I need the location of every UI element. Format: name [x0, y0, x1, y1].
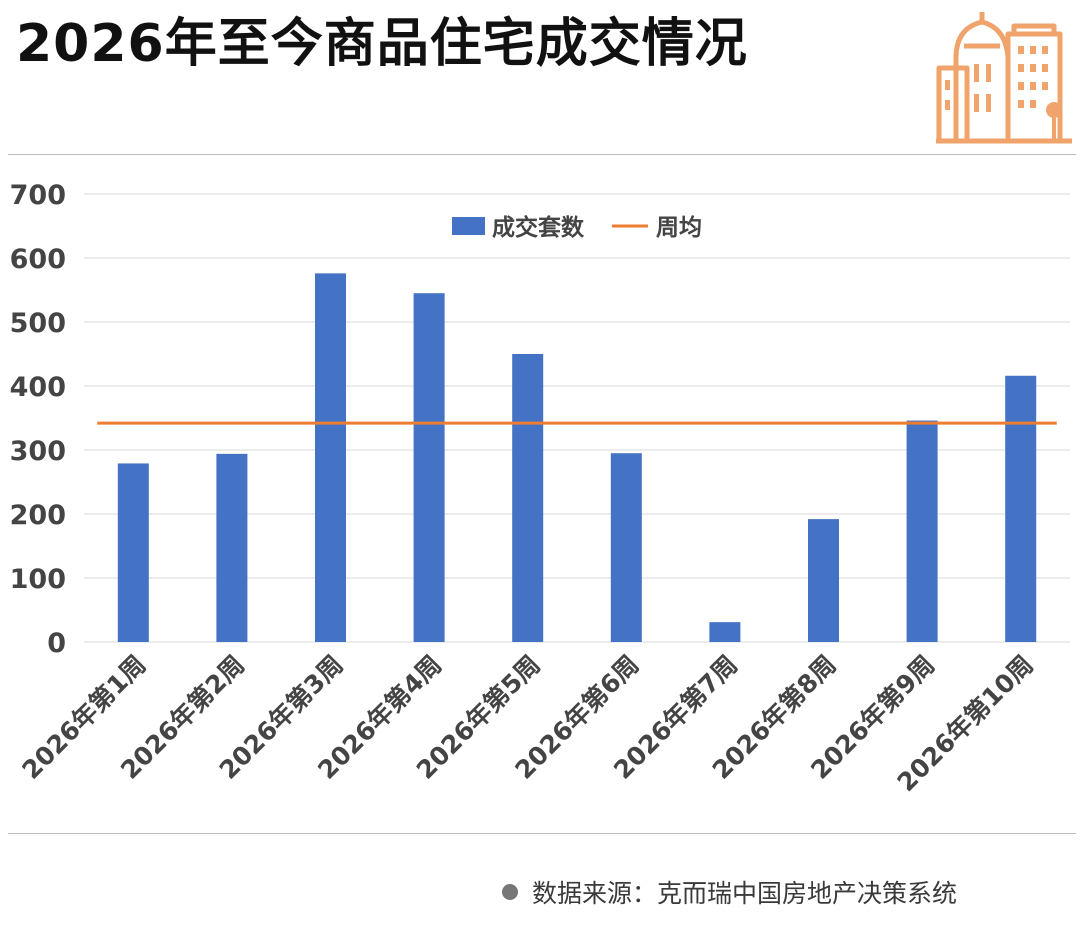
- bar: [1005, 375, 1037, 642]
- legend-label: 周均: [656, 214, 702, 241]
- y-tick-label: 0: [47, 628, 66, 659]
- city-buildings-icon: [936, 12, 1072, 144]
- bar: [216, 453, 248, 642]
- bar: [413, 293, 445, 642]
- bar: [906, 420, 938, 642]
- page-title: 2026年至今商品住宅成交情况: [16, 14, 748, 74]
- y-tick-label: 600: [10, 244, 66, 275]
- bar: [709, 622, 741, 642]
- legend-label: 成交套数: [492, 214, 585, 241]
- data-source-note: 数据来源：克而瑞中国房地产决策系统: [502, 872, 957, 912]
- y-tick-label: 300: [10, 436, 66, 467]
- footer-divider: [8, 833, 1076, 834]
- bar: [808, 519, 839, 642]
- header-divider: [8, 154, 1076, 155]
- y-tick-label: 500: [10, 308, 66, 339]
- y-tick-label: 700: [10, 180, 66, 211]
- legend-swatch-bar: [452, 217, 485, 235]
- bar-chart: 01002003004005006007002026年第1周2026年第2周20…: [10, 180, 1070, 797]
- bar: [117, 463, 149, 642]
- bar: [610, 453, 642, 642]
- bar: [315, 273, 346, 642]
- y-tick-label: 200: [10, 500, 66, 531]
- y-tick-label: 400: [10, 372, 66, 403]
- data-source-text: 数据来源：克而瑞中国房地产决策系统: [532, 879, 958, 908]
- y-tick-label: 100: [10, 564, 66, 595]
- bullet-icon: [502, 884, 518, 900]
- bar: [512, 354, 544, 642]
